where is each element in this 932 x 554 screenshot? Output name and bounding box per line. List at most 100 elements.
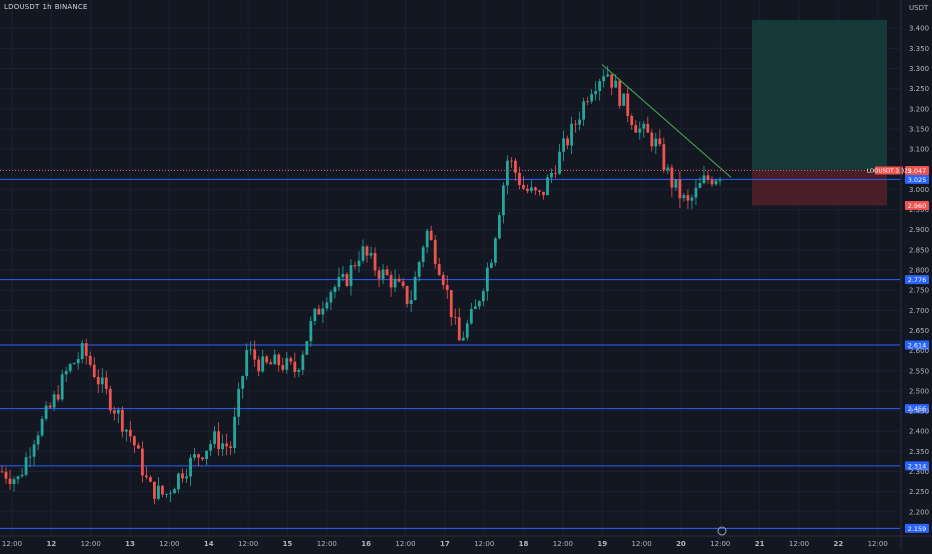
- candle-up: [12, 479, 16, 484]
- level-tag: [905, 174, 929, 184]
- candle-up: [52, 394, 56, 408]
- candle-down: [112, 410, 116, 414]
- candle-down: [120, 409, 124, 432]
- candle-up: [309, 321, 313, 342]
- level-tag: [905, 523, 929, 533]
- candle-up: [237, 388, 241, 417]
- candle-up: [28, 456, 32, 458]
- time-tick-label: 16: [361, 540, 371, 548]
- candle-up: [546, 177, 549, 196]
- candle-up: [594, 91, 598, 95]
- candle-up: [702, 175, 706, 184]
- time-tick-label: 14: [204, 540, 214, 548]
- price-tick-label: 3.200: [909, 105, 929, 113]
- stop-zone[interactable]: [752, 170, 887, 206]
- event-marker-icon[interactable]: [717, 526, 727, 536]
- candle-down: [373, 252, 377, 271]
- candle-down: [433, 239, 437, 265]
- price-tick-label: 3.150: [909, 125, 929, 133]
- candle-down: [153, 481, 156, 499]
- candle-up: [209, 444, 212, 451]
- candle-down: [526, 188, 529, 192]
- candle-up: [654, 138, 658, 147]
- current-price-tag-label: 3.047: [908, 167, 927, 175]
- time-tick-label: 19: [597, 540, 607, 548]
- time-tick-label: 12:00: [868, 540, 888, 548]
- candle-down: [566, 138, 569, 146]
- trend-line[interactable]: [601, 64, 732, 178]
- horizontal-levels: 3.025 2.776 2.614 2.456 2.314 2.159: [0, 174, 929, 533]
- candle-up: [321, 308, 325, 315]
- candle-up: [550, 173, 553, 178]
- level-tag: [905, 461, 929, 471]
- time-tick-label: 22: [833, 540, 843, 548]
- candle-down: [145, 475, 148, 478]
- candle-up: [530, 187, 533, 192]
- candle-up: [124, 429, 128, 432]
- candle-up: [477, 301, 481, 307]
- candle-down: [670, 167, 674, 188]
- time-tick-label: 18: [519, 540, 529, 548]
- price-tick-label: 3.400: [909, 25, 929, 33]
- candle-down: [197, 454, 200, 458]
- candle-up: [666, 167, 670, 171]
- candle-up: [157, 485, 160, 499]
- price-tick-label: 2.300: [909, 468, 929, 476]
- candle-up: [64, 371, 68, 375]
- candle-up: [337, 277, 341, 288]
- target-zone[interactable]: [752, 20, 887, 171]
- time-tick-label: 15: [283, 540, 293, 548]
- candle-down: [201, 457, 204, 460]
- candle-up: [381, 269, 385, 279]
- candle-up: [570, 123, 573, 146]
- time-tick-label: 12:00: [632, 540, 652, 548]
- candle-up: [622, 93, 626, 106]
- candle-up: [409, 300, 413, 304]
- candle-down: [136, 445, 140, 449]
- price-axis[interactable]: 2.200 2.250 2.300 2.350 2.400 2.450 2.500 2.550…: [909, 4, 929, 516]
- ticker-tag: [875, 166, 903, 175]
- candle-down: [650, 132, 654, 147]
- candle-up: [481, 291, 485, 302]
- stop-tag: [905, 201, 929, 211]
- candle-down: [457, 317, 461, 341]
- price-tick-label: 3.100: [909, 146, 929, 154]
- candle-up: [165, 494, 168, 495]
- level-tag-label: 2.159: [908, 525, 927, 533]
- candle-up: [469, 309, 473, 324]
- time-tick-label: 12:00: [474, 540, 494, 548]
- candle-up: [501, 185, 505, 216]
- interval-label: 1h: [42, 3, 52, 11]
- price-tick-label: 2.950: [909, 206, 929, 214]
- candle-up: [76, 359, 80, 364]
- candle-down: [128, 429, 132, 437]
- candle-down: [265, 356, 269, 363]
- price-tick-label: 2.700: [909, 307, 929, 315]
- price-tick-label: 2.550: [909, 367, 929, 375]
- time-tick-label: 21: [755, 540, 765, 548]
- candle-down: [104, 377, 108, 389]
- candle-up: [590, 94, 594, 102]
- candle-up: [205, 450, 208, 460]
- candle-up: [493, 238, 497, 263]
- time-tick-label: 12:00: [710, 540, 730, 548]
- candle-up: [413, 276, 417, 301]
- level-tag-label: 2.776: [908, 276, 927, 284]
- candle-up: [417, 262, 421, 277]
- candle-up: [465, 323, 469, 338]
- level-tag: [905, 275, 929, 285]
- candle-down: [453, 317, 457, 318]
- candle-down: [385, 269, 389, 276]
- candle-up: [497, 215, 501, 239]
- price-tick-label: 3.250: [909, 85, 929, 93]
- candle-down: [706, 175, 710, 180]
- candle-down: [365, 246, 369, 256]
- price-tick-label: 2.650: [909, 327, 929, 335]
- candle-down: [630, 116, 634, 126]
- candle-up: [221, 443, 225, 450]
- time-axis[interactable]: 12:00 12 12:00 13 12:00 14 12:00 15 12:00 16 12:00…: [2, 540, 888, 548]
- candles: [0, 65, 722, 505]
